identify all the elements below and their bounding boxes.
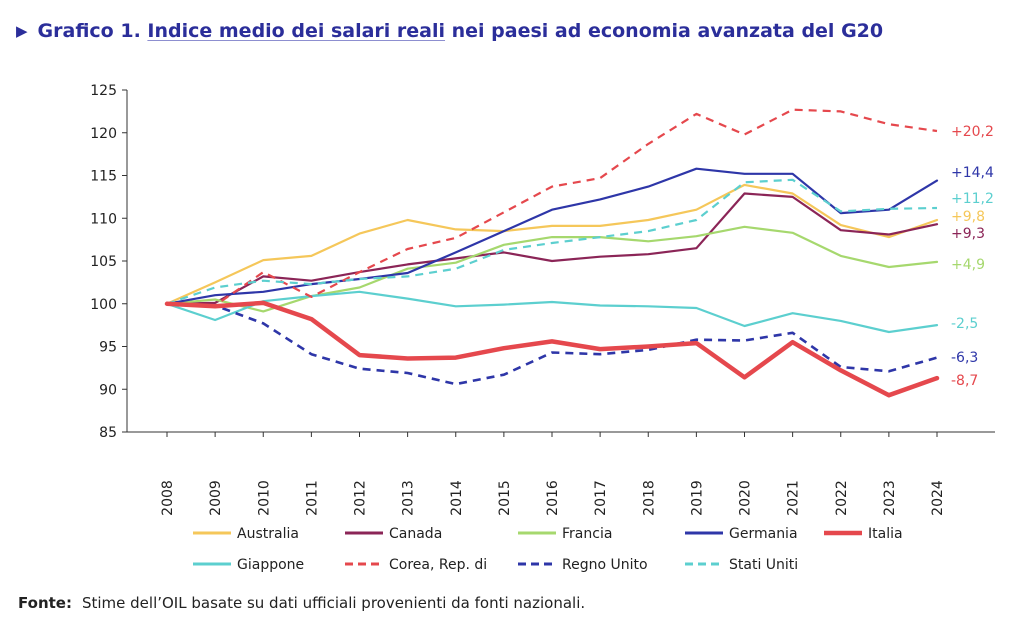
y-tick-label: 85 <box>99 425 117 441</box>
chart-series <box>164 108 940 398</box>
x-tick-label: 2008 <box>160 480 176 516</box>
x-tick-label: 2009 <box>208 480 224 516</box>
y-tick-label: 95 <box>99 340 117 356</box>
x-tick-label: 2019 <box>689 480 705 516</box>
legend-label: Regno Unito <box>562 557 648 573</box>
end-labels: +9,8+9,3 +4,9 +14,4 -8,7 -2,5 +20,2 -6,3 +11,2 <box>951 124 994 389</box>
series-line-australia <box>165 183 939 305</box>
legend-label: Germania <box>729 526 798 542</box>
legend-label: Francia <box>562 526 612 542</box>
end-label: -6,3 <box>951 350 978 366</box>
x-tick-label: 2010 <box>256 480 272 516</box>
x-tick-label: 2024 <box>930 480 946 516</box>
series-line-corea-rep-di <box>166 108 938 307</box>
y-tick-label: 90 <box>99 382 117 398</box>
series-line-regno-unito <box>166 302 938 386</box>
source-text: Stime dell’OIL basate su dati ufficiali … <box>81 594 586 612</box>
end-label: -8,7 <box>951 373 978 389</box>
legend-label: Corea, Rep. di <box>389 557 487 573</box>
x-tick-label: 2015 <box>497 480 513 516</box>
end-label: +9,3 <box>951 226 985 242</box>
x-tick-label: 2013 <box>401 480 417 516</box>
source-label: Fonte: <box>18 594 72 612</box>
series-line-giappone <box>165 290 939 334</box>
y-tick-label: 125 <box>90 83 117 99</box>
end-label: +4,9 <box>951 257 985 273</box>
end-label: +14,4 <box>951 165 994 181</box>
chart-title: Grafico 1. Indice medio dei salari reali… <box>38 20 884 42</box>
title-link[interactable]: Indice medio dei salari reali <box>147 20 446 42</box>
line-chart: 85 90 95 100 105 110 115 120 125 2008 2009 2010 2011… <box>90 83 995 573</box>
x-tick-label: 2022 <box>834 480 850 516</box>
series-line-stati-uniti <box>166 178 938 305</box>
series-line-italia <box>164 300 940 398</box>
y-tick-label: 115 <box>90 169 117 185</box>
y-tick-label: 110 <box>90 211 117 227</box>
y-tick-label: 105 <box>90 254 117 270</box>
series-line-canada <box>165 192 939 305</box>
chart-axes: 85 90 95 100 105 110 115 120 125 2008 2009 2010 2011… <box>90 83 995 516</box>
x-tick-label: 2021 <box>786 480 802 516</box>
x-tick-label: 2016 <box>545 480 561 516</box>
chart-legend: Australia Canada Francia Germania Italia Giap… <box>193 526 903 573</box>
source-note: Fonte: Stime dell’OIL basate su dati uffi… <box>18 594 585 612</box>
x-tick-label: 2020 <box>738 480 754 516</box>
end-label: +11,2 <box>951 191 994 207</box>
legend-label: Giappone <box>237 557 304 573</box>
end-label: +9,8 <box>951 209 985 225</box>
x-tick-label: 2014 <box>449 480 465 516</box>
play-arrow-icon: ▶ <box>16 22 28 40</box>
chart-title-row: ▶ Grafico 1. Indice medio dei salari rea… <box>16 16 1014 46</box>
title-suffix: nei paesi ad economia avanzata del G20 <box>445 20 884 42</box>
y-tick-label: 100 <box>90 297 117 313</box>
legend-label: Australia <box>237 526 299 542</box>
x-tick-label: 2023 <box>882 480 898 516</box>
legend-label: Canada <box>389 526 442 542</box>
end-label: -2,5 <box>951 316 978 332</box>
x-tick-label: 2012 <box>353 480 369 516</box>
x-tick-label: 2011 <box>304 480 320 516</box>
title-prefix: Grafico 1. <box>37 20 148 42</box>
series-line-germania <box>165 167 939 305</box>
x-tick-label: 2017 <box>593 480 609 516</box>
end-label: +20,2 <box>951 124 994 140</box>
series-line-francia <box>165 225 939 313</box>
x-tick-label: 2018 <box>641 480 657 516</box>
legend-label: Italia <box>868 526 903 542</box>
legend-label: Stati Uniti <box>729 557 798 573</box>
y-tick-label: 120 <box>90 126 117 142</box>
